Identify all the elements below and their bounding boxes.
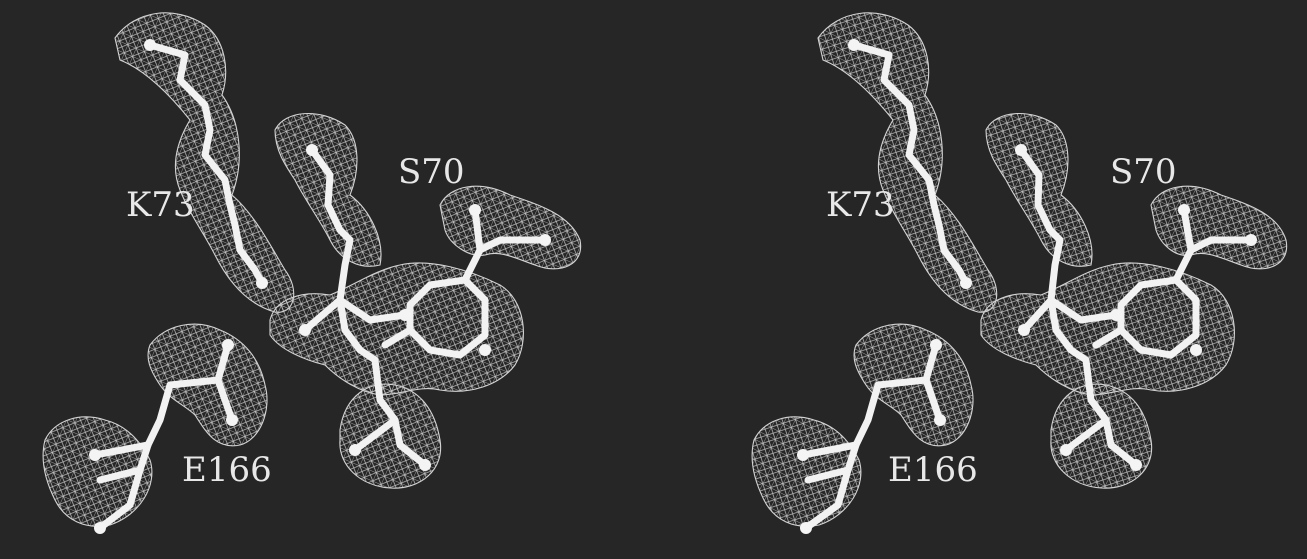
residue-label-k73: K73: [126, 185, 195, 225]
residue-label-e166: E166: [182, 450, 272, 490]
residue-label-s70: S70: [1110, 152, 1177, 192]
atomic-model-sticks: [799, 41, 1255, 532]
atomic-model-sticks: [91, 41, 549, 532]
stereo-left-panel: K73 S70 E166: [0, 0, 600, 559]
density-and-model-left: [42, 12, 582, 534]
atom-spheres: [89, 39, 551, 534]
residue-label-s70: S70: [398, 152, 465, 192]
residue-label-k73: K73: [826, 185, 895, 225]
electron-density-mesh: [751, 12, 1288, 527]
stereo-right-panel: K73 S70 E166: [706, 0, 1306, 559]
density-and-model-right: [751, 12, 1288, 534]
atom-spheres: [797, 39, 1257, 534]
residue-label-e166: E166: [888, 450, 978, 490]
